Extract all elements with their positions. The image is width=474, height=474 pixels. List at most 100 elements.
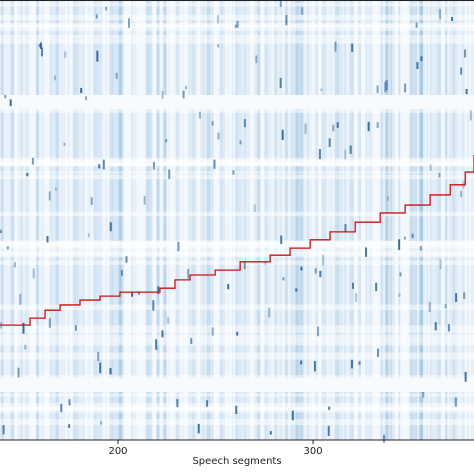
heatmap-cell (128, 18, 131, 28)
heatmap-cell (460, 67, 463, 75)
heatmap-stripe (449, 0, 453, 440)
heatmap-row (0, 241, 474, 249)
heatmap-row (0, 2, 474, 7)
heatmap-cell (304, 123, 307, 135)
heatmap-stripe (5, 0, 10, 440)
heatmap-cell (355, 293, 358, 303)
heatmap-cell (64, 51, 67, 58)
heatmap-cell (26, 172, 29, 177)
heatmap-stripe (74, 0, 79, 440)
heatmap-stripe (290, 0, 293, 440)
heatmap-stripe (384, 0, 388, 440)
heatmap-cell (429, 164, 432, 171)
heatmap-stripe (164, 0, 167, 440)
heatmap-cell (463, 292, 466, 299)
heatmap-stripe (94, 0, 98, 440)
heatmap-cell (131, 292, 134, 297)
heatmap-cell (451, 16, 454, 22)
heatmap-stripe (0, 0, 4, 440)
heatmap-stripe (190, 0, 195, 440)
heatmap-cell (22, 322, 25, 334)
heatmap-cell (40, 47, 43, 57)
heatmap-cell (0, 229, 3, 234)
heatmap-stripe (429, 0, 431, 440)
heatmap-stripe (66, 0, 71, 440)
heatmap-stripe (205, 0, 208, 440)
heatmap-stripe (94, 0, 98, 440)
heatmap-cell (279, 77, 282, 88)
heatmap-stripe (231, 0, 233, 440)
heatmap-cell (328, 138, 331, 147)
alignment-path (0, 154, 474, 326)
heatmap-stripe (27, 0, 30, 440)
heatmap-stripe (242, 0, 246, 440)
heatmap-stripe (445, 0, 448, 440)
heatmap-cell (398, 239, 401, 250)
heatmap-row (0, 419, 474, 426)
heatmap-stripe (415, 0, 418, 440)
heatmap-cell (351, 43, 354, 52)
heatmap-stripe (389, 0, 392, 440)
heatmap-stripe (73, 0, 75, 440)
heatmap-stripe (227, 0, 230, 440)
heatmap-stripe (454, 0, 456, 440)
heatmap-cell (285, 14, 288, 26)
heatmap-cell (190, 338, 193, 344)
heatmap-stripe (391, 0, 395, 440)
heatmap-stripe (54, 0, 58, 440)
heatmap-row (0, 338, 474, 346)
heatmap-stripe (315, 0, 318, 440)
heatmap-cell (420, 56, 423, 62)
heatmap-row (0, 260, 474, 265)
heatmap-stripe (410, 0, 414, 440)
heatmap-stripe (238, 0, 242, 440)
heatmap-cell (17, 367, 20, 378)
heatmap-cell (358, 361, 361, 365)
heatmap-cell (385, 80, 388, 91)
heatmap-stripe (60, 0, 63, 440)
heatmap-cell (213, 159, 216, 169)
heatmap-cell (9, 99, 12, 107)
heatmap-stripe (384, 0, 388, 440)
heatmap-cell (386, 196, 389, 201)
heatmap-stripe (398, 0, 401, 440)
heatmap-stripe (63, 0, 65, 440)
heatmap-stripe (351, 0, 354, 440)
heatmap-stripe (24, 0, 29, 440)
heatmap-cell (438, 172, 441, 178)
heatmap-cell (168, 169, 171, 179)
heatmap-cell (99, 362, 102, 374)
heatmap-cell (206, 400, 209, 407)
heatmap-stripe (178, 0, 180, 440)
heatmap-cell (137, 291, 140, 295)
heatmap-stripe (339, 0, 343, 440)
heatmap-row (0, 352, 474, 360)
heatmap-stripe (156, 0, 160, 440)
heatmap-stripe (322, 0, 325, 440)
heatmap-stripe (281, 0, 283, 440)
heatmap-stripe (419, 0, 423, 440)
heatmap-cell (411, 233, 414, 238)
heatmap-stripe (157, 0, 159, 440)
heatmap-cell (176, 399, 179, 408)
heatmap-stripe (306, 0, 310, 440)
heatmap-cell (167, 316, 170, 324)
heatmap-stripe (56, 0, 59, 440)
heatmap-cell (313, 361, 316, 372)
heatmap-stripe (99, 0, 103, 440)
heatmap-stripe (433, 0, 438, 440)
heatmap-cell (24, 344, 27, 350)
heatmap-row (0, 14, 474, 21)
heatmap-stripe (444, 0, 448, 440)
heatmap-stripe (409, 0, 412, 440)
heatmap-cell (87, 233, 90, 237)
heatmap-stripe (301, 0, 305, 440)
heatmap-stripe (337, 0, 340, 440)
heatmap-cell (464, 371, 467, 382)
heatmap-stripe (81, 0, 86, 440)
heatmap-cell (227, 284, 230, 290)
heatmap-stripe (0, 0, 5, 440)
heatmap-stripe (98, 0, 100, 440)
heatmap-stripe (305, 0, 307, 440)
heatmap-cell (376, 122, 379, 128)
